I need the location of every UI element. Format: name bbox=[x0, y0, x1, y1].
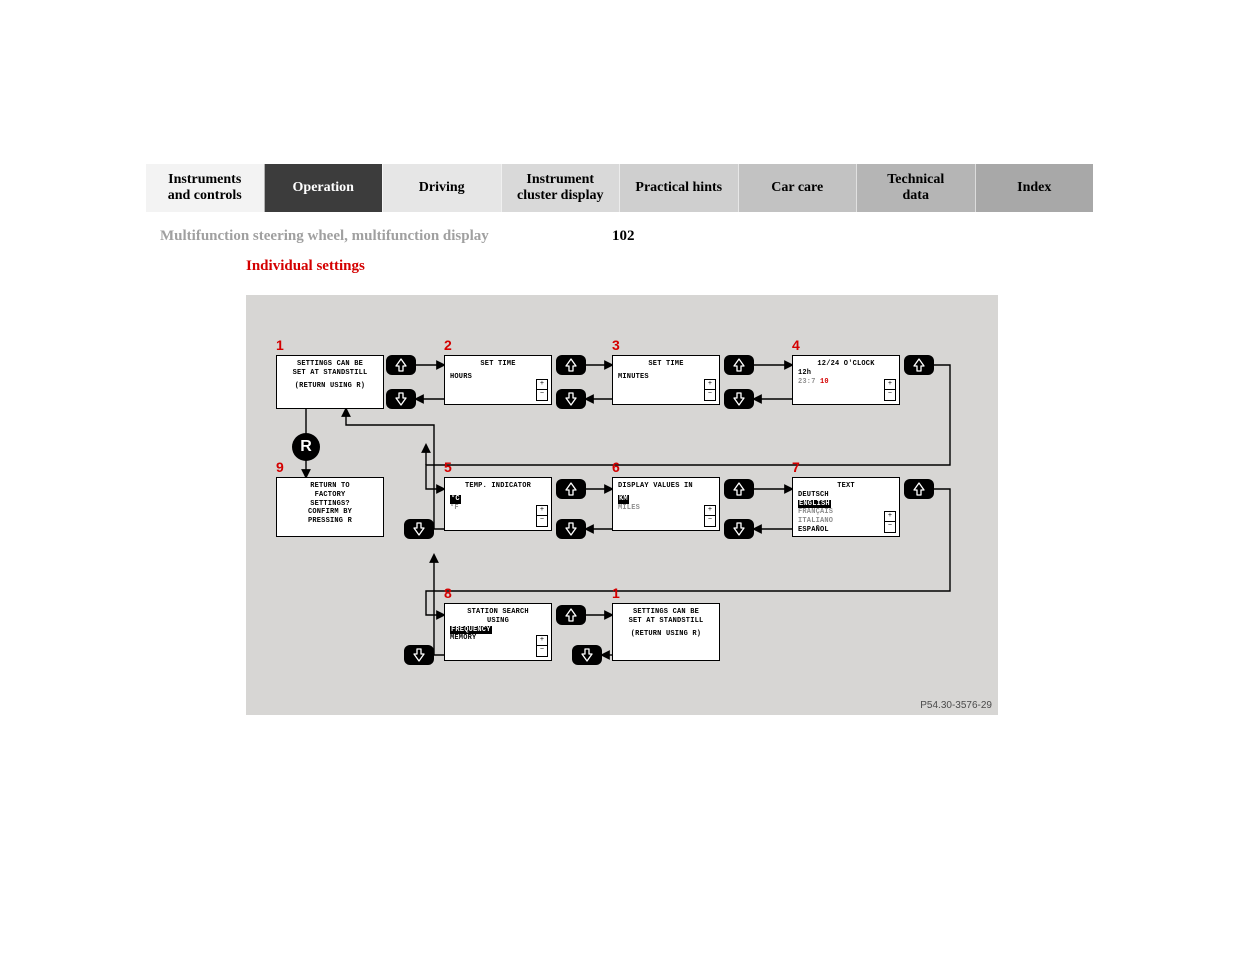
plus-minus-icon bbox=[884, 511, 896, 533]
nav-up-icon bbox=[556, 479, 586, 499]
breadcrumb: Multifunction steering wheel, multifunct… bbox=[160, 228, 489, 245]
nav-up-icon bbox=[904, 355, 934, 375]
plus-minus-icon bbox=[704, 505, 716, 527]
nav-down-icon bbox=[386, 389, 416, 409]
plus-minus-icon bbox=[536, 635, 548, 657]
nav-down-icon bbox=[556, 519, 586, 539]
screen-label: 4 bbox=[792, 337, 800, 353]
tab-practical-hints[interactable]: Practical hints bbox=[619, 164, 738, 212]
page-number: 102 bbox=[612, 228, 635, 245]
nav-down-icon bbox=[724, 519, 754, 539]
tab-technical-data[interactable]: Technicaldata bbox=[856, 164, 975, 212]
nav-up-icon bbox=[556, 605, 586, 625]
screen-label: 6 bbox=[612, 459, 620, 475]
screen-label: 7 bbox=[792, 459, 800, 475]
nav-down-icon bbox=[556, 389, 586, 409]
plus-minus-icon bbox=[704, 379, 716, 401]
diagram-code: P54.30-3576-29 bbox=[920, 700, 992, 711]
nav-up-icon bbox=[556, 355, 586, 375]
plus-minus-icon bbox=[884, 379, 896, 401]
section-title: Individual settings bbox=[246, 258, 365, 275]
screen: RETURN TOFACTORYSETTINGS?CONFIRM BYPRESS… bbox=[276, 477, 384, 537]
nav-up-icon bbox=[724, 355, 754, 375]
nav-up-icon bbox=[386, 355, 416, 375]
plus-minus-icon bbox=[536, 379, 548, 401]
screen-label: 8 bbox=[444, 585, 452, 601]
screen: SETTINGS CAN BESET AT STANDSTILL(RETURN … bbox=[276, 355, 384, 409]
tab-car-care[interactable]: Car care bbox=[738, 164, 857, 212]
page: Instrumentsand controlsOperationDrivingI… bbox=[0, 0, 1235, 954]
tab-bar: Instrumentsand controlsOperationDrivingI… bbox=[146, 164, 1093, 212]
tab-index[interactable]: Index bbox=[975, 164, 1094, 212]
tab-instruments-and-controls[interactable]: Instrumentsand controls bbox=[146, 164, 264, 212]
screen-label: 2 bbox=[444, 337, 452, 353]
screen-label: 1 bbox=[276, 337, 284, 353]
plus-minus-icon bbox=[536, 505, 548, 527]
nav-down-icon bbox=[724, 389, 754, 409]
tab-instrument-cluster-display[interactable]: Instrumentcluster display bbox=[501, 164, 620, 212]
nav-up-icon bbox=[904, 479, 934, 499]
nav-down-icon bbox=[404, 519, 434, 539]
screen-label: 5 bbox=[444, 459, 452, 475]
nav-down-icon bbox=[572, 645, 602, 665]
r-button-icon: R bbox=[292, 433, 320, 461]
nav-up-icon bbox=[724, 479, 754, 499]
settings-flow-diagram: R P54.30-3576-29 1 SETTINGS CAN BESET AT … bbox=[246, 295, 998, 715]
tab-driving[interactable]: Driving bbox=[382, 164, 501, 212]
screen: SETTINGS CAN BESET AT STANDSTILL(RETURN … bbox=[612, 603, 720, 661]
tab-operation[interactable]: Operation bbox=[264, 164, 383, 212]
screen-label: 9 bbox=[276, 459, 284, 475]
nav-down-icon bbox=[404, 645, 434, 665]
screen-label: 1 bbox=[612, 585, 620, 601]
screen-label: 3 bbox=[612, 337, 620, 353]
